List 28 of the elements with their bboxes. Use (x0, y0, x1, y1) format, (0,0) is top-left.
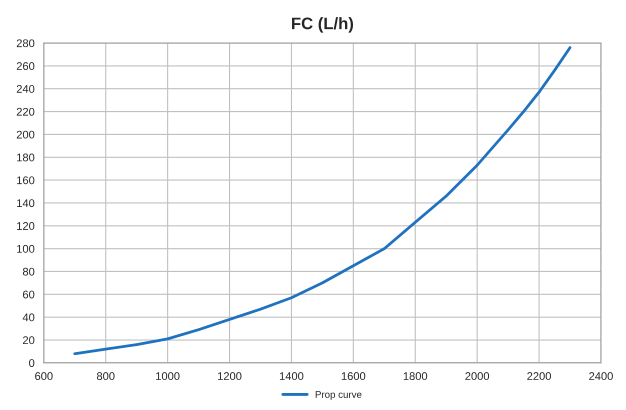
y-tick-label: 0 (29, 359, 34, 367)
y-tick-label: 180 (17, 154, 34, 162)
y-tick-label: 100 (17, 244, 34, 253)
y-tick-label: 80 (22, 268, 34, 276)
x-tick-label: 2400 (589, 372, 613, 380)
x-tick-label: 600 (35, 372, 53, 380)
x-tick-label: 2200 (527, 372, 551, 380)
chart-title: FC (L/h) (292, 17, 354, 33)
y-tick-label: 120 (17, 222, 34, 230)
y-tick-label: 20 (22, 336, 34, 344)
x-tick-label: 1600 (342, 372, 366, 380)
line-series (73, 46, 572, 356)
y-tick-label: 260 (16, 62, 34, 70)
y-tick-label: 160 (17, 176, 34, 184)
y-tick-label: 200 (16, 130, 34, 139)
y-tick-label: 60 (23, 290, 34, 298)
y-tick-label: 140 (17, 199, 34, 208)
y-tick-label: 40 (22, 313, 34, 322)
y-tick-label: 240 (16, 85, 34, 93)
y-tick-label: 220 (16, 108, 34, 116)
y-tick-label: 280 (16, 39, 34, 48)
x-tick-label: 1200 (218, 372, 242, 380)
legend-label: Prop curve (316, 391, 362, 400)
x-tick-label: 2000 (465, 372, 490, 380)
x-tick-label: 1400 (280, 372, 304, 380)
x-tick-label: 1000 (156, 372, 180, 380)
x-tick-label: 800 (96, 372, 115, 380)
x-tick-label: 1800 (404, 372, 428, 380)
